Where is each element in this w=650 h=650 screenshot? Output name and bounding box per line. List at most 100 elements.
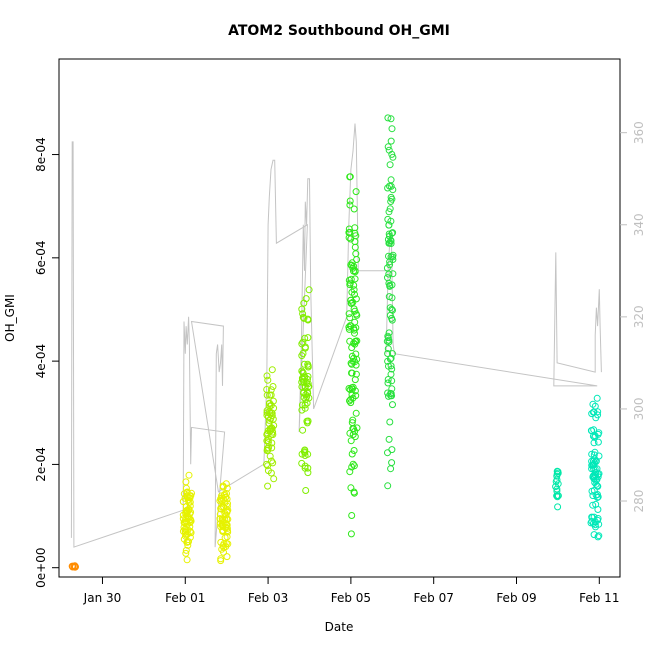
data-point bbox=[384, 389, 392, 397]
altitude-line bbox=[70, 123, 602, 548]
data-point bbox=[353, 256, 361, 263]
data-point bbox=[349, 383, 357, 391]
data-point bbox=[593, 482, 601, 490]
data-point bbox=[350, 267, 357, 275]
data-point bbox=[304, 363, 312, 371]
data-point bbox=[217, 555, 225, 563]
data-point bbox=[594, 438, 602, 446]
data-point bbox=[387, 193, 395, 201]
data-point bbox=[384, 357, 392, 365]
data-point bbox=[387, 217, 395, 225]
data-point bbox=[590, 408, 598, 416]
chart-title: ATOM2 Southbound OH_GMI bbox=[228, 23, 450, 39]
data-point bbox=[71, 562, 79, 570]
data-point bbox=[348, 450, 356, 458]
data-point bbox=[219, 515, 226, 523]
data-point bbox=[386, 232, 393, 240]
data-point bbox=[301, 344, 309, 352]
y2-tick-label: 320 bbox=[632, 305, 646, 328]
data-point bbox=[182, 528, 190, 536]
data-point bbox=[385, 435, 393, 443]
data-point bbox=[269, 415, 277, 423]
data-point bbox=[386, 281, 394, 289]
y-tick-label: 4e-04 bbox=[34, 344, 48, 379]
data-point bbox=[346, 173, 354, 181]
data-point bbox=[388, 365, 396, 373]
data-point bbox=[388, 125, 396, 133]
data-point bbox=[387, 253, 395, 261]
data-point bbox=[386, 418, 394, 426]
data-point bbox=[267, 401, 275, 409]
data-point bbox=[263, 407, 271, 415]
data-point bbox=[352, 370, 360, 378]
data-point bbox=[299, 368, 307, 376]
data-point bbox=[345, 310, 353, 318]
data-point bbox=[388, 316, 396, 324]
data-point bbox=[300, 314, 308, 322]
data-point bbox=[217, 505, 225, 512]
x-tick-label: Feb 11 bbox=[579, 591, 619, 605]
data-point bbox=[184, 530, 191, 538]
data-point bbox=[384, 376, 392, 383]
data-point bbox=[384, 114, 392, 122]
data-point bbox=[347, 484, 355, 492]
data-point bbox=[348, 512, 356, 519]
data-point bbox=[351, 290, 358, 298]
x-tick-label: Feb 09 bbox=[496, 591, 536, 605]
data-point bbox=[352, 188, 360, 196]
data-point bbox=[270, 475, 278, 483]
y2-tick-label: 340 bbox=[632, 213, 646, 236]
data-point bbox=[264, 438, 272, 446]
y-tick-label: 6e-04 bbox=[34, 241, 48, 276]
data-point bbox=[388, 377, 396, 385]
data-point bbox=[384, 482, 392, 490]
data-point bbox=[384, 332, 392, 340]
y2-tick-label: 280 bbox=[632, 490, 646, 513]
data-point bbox=[346, 228, 354, 236]
data-point bbox=[346, 314, 354, 322]
data-point bbox=[299, 426, 307, 434]
x-axis-label: Date bbox=[325, 620, 354, 634]
data-point bbox=[352, 409, 360, 417]
data-point bbox=[347, 437, 355, 445]
x-tick-label: Feb 01 bbox=[165, 591, 205, 605]
data-point bbox=[553, 472, 561, 480]
data-point bbox=[387, 137, 395, 145]
data-point bbox=[268, 457, 275, 465]
data-point bbox=[267, 469, 275, 477]
data-point bbox=[350, 354, 358, 362]
data-point bbox=[267, 415, 275, 423]
data-point bbox=[553, 492, 561, 500]
data-point bbox=[589, 501, 597, 509]
data-point bbox=[346, 468, 354, 476]
data-point bbox=[384, 379, 392, 387]
data-point bbox=[349, 416, 357, 424]
data-point bbox=[388, 459, 396, 467]
data-point bbox=[345, 325, 353, 333]
data-point bbox=[350, 447, 358, 454]
data-point bbox=[349, 298, 357, 306]
data-point bbox=[265, 416, 273, 424]
data-point bbox=[263, 431, 271, 438]
data-point bbox=[301, 334, 309, 342]
data-point bbox=[350, 324, 358, 332]
data-point bbox=[594, 430, 602, 438]
data-point bbox=[347, 399, 355, 407]
x-tick-label: Feb 05 bbox=[331, 591, 371, 605]
data-point bbox=[185, 471, 193, 479]
data-point bbox=[302, 487, 310, 494]
data-point bbox=[304, 334, 312, 342]
data-point bbox=[220, 496, 228, 504]
data-point bbox=[552, 478, 560, 485]
data-point bbox=[351, 387, 359, 395]
data-point bbox=[590, 439, 598, 447]
data-point bbox=[268, 444, 276, 452]
data-point bbox=[387, 182, 395, 190]
data-point bbox=[385, 329, 393, 337]
data-point bbox=[389, 401, 396, 409]
data-point bbox=[346, 201, 354, 209]
data-point bbox=[589, 492, 597, 500]
data-point bbox=[352, 310, 360, 318]
data-point bbox=[553, 467, 561, 475]
data-point bbox=[387, 362, 395, 370]
